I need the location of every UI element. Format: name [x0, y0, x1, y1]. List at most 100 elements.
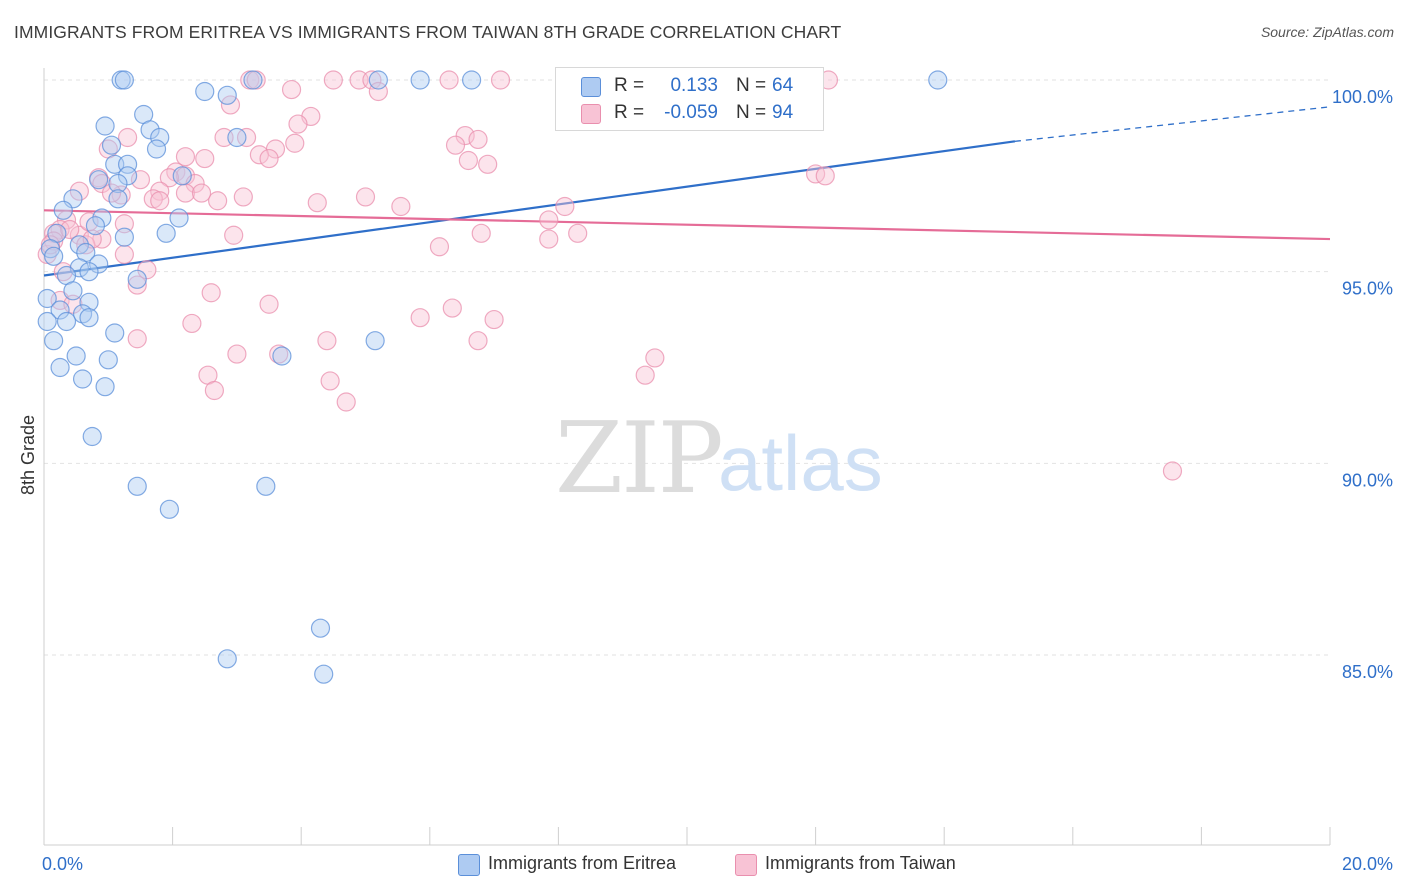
eritrea-point [98, 350, 118, 370]
taiwan-point [455, 125, 475, 146]
taiwan-point [362, 70, 382, 90]
taiwan-point [60, 219, 80, 240]
taiwan-trend-line [43, 209, 1331, 241]
taiwan-point [281, 79, 302, 100]
eritrea-point [159, 499, 179, 519]
tick-labels: 85.0% 90.0% 95.0% 100.0% 0.0% 20.0% 8th Grade [18, 87, 1393, 874]
eritrea-point [314, 664, 334, 684]
eritrea-point [37, 288, 57, 309]
taiwan-point [117, 127, 138, 148]
taiwan-point [468, 129, 488, 150]
source-credit: Source: ZipAtlas.com [1260, 24, 1394, 40]
taiwan-point [233, 187, 253, 207]
taiwan-point [391, 196, 411, 217]
watermark-zip: ZIP [555, 402, 722, 516]
eritrea-trend-extension [1014, 106, 1331, 142]
taiwan-point [429, 237, 450, 257]
taiwan-point [191, 183, 212, 203]
taiwan-point [445, 135, 466, 155]
eritrea-point [227, 127, 247, 148]
eritrea-point [72, 369, 93, 389]
eritrea-trend-line [43, 140, 1016, 277]
legend-label: Immigrants from Eritrea [488, 853, 677, 873]
eritrea-point [82, 426, 102, 447]
eritrea-point [66, 346, 86, 366]
eritrea-point [117, 166, 138, 186]
taiwan-point [259, 294, 279, 314]
eritrea-point [410, 70, 430, 90]
eritrea-point [56, 311, 77, 332]
taiwan-point [478, 154, 498, 174]
taiwan-point [204, 380, 224, 401]
taiwan-point [317, 331, 337, 351]
taiwan-point [208, 191, 228, 211]
legend-label: Immigrants from Taiwan [765, 853, 956, 873]
taiwan-point [410, 308, 430, 328]
eritrea-point [146, 139, 167, 159]
eritrea-point [169, 208, 189, 228]
y-tick-label: 100.0% [1332, 87, 1393, 107]
r-label: R = [614, 75, 645, 96]
taiwan-point [201, 283, 221, 303]
taiwan-point [468, 331, 488, 351]
taiwan-point [69, 181, 89, 201]
eritrea-point [63, 281, 83, 301]
eritrea-point [217, 649, 237, 669]
taiwan-point [114, 244, 134, 265]
y-tick-label: 85.0% [1342, 662, 1393, 682]
y-axis-label: 8th Grade [18, 415, 38, 495]
taiwan-point [130, 170, 151, 190]
eritrea-point [44, 331, 64, 351]
watermark-atlas: atlas [718, 419, 883, 507]
n-value: 94 [772, 102, 794, 123]
eritrea-point [79, 262, 99, 282]
taiwan-point [458, 150, 478, 171]
eritrea-point [114, 227, 134, 247]
eritrea-legend-swatch [458, 854, 480, 876]
eritrea-point [44, 246, 64, 266]
taiwan-point [355, 187, 376, 207]
eritrea-point [37, 311, 57, 332]
taiwan-point [114, 214, 134, 234]
axes [43, 68, 1331, 846]
taiwan-point [269, 344, 289, 364]
taiwan-point [336, 392, 356, 412]
eritrea-point [156, 223, 176, 243]
taiwan-point [815, 166, 835, 186]
taiwan-point [471, 223, 491, 243]
taiwan-point [175, 147, 196, 167]
taiwan-point [137, 260, 157, 280]
eritrea-point [40, 239, 61, 259]
taiwan-point [439, 70, 459, 90]
eritrea-point [105, 323, 125, 343]
taiwan-point [484, 309, 504, 330]
taiwan-point [307, 193, 327, 213]
eritrea-point [127, 476, 147, 496]
eritrea-point [150, 127, 170, 148]
taiwan-point [635, 365, 655, 385]
eritrea-point [310, 618, 331, 638]
gridlines [44, 79, 1330, 656]
eritrea-point [79, 292, 99, 312]
eritrea-point [195, 81, 215, 102]
n-label: N = [736, 75, 767, 96]
taiwan-point [127, 275, 147, 295]
eritrea-point [79, 308, 99, 328]
taiwan-point [236, 127, 257, 148]
taiwan-point [442, 298, 462, 318]
y-tick-label: 90.0% [1342, 470, 1393, 490]
eritrea-point [172, 166, 192, 186]
eritrea-point [140, 120, 160, 140]
taiwan-point [150, 191, 170, 211]
taiwan-point [323, 70, 343, 90]
eritrea-point [127, 269, 147, 289]
eritrea-point [53, 200, 73, 220]
taiwan-point [1162, 461, 1183, 481]
taiwan-point [568, 223, 588, 243]
eritrea-point [365, 331, 385, 351]
r-value: 0.133 [670, 75, 718, 96]
stats-legend: R = 0.133 N = 64 R = -0.059 N = 94 [555, 67, 824, 131]
taiwan-point [555, 196, 575, 217]
